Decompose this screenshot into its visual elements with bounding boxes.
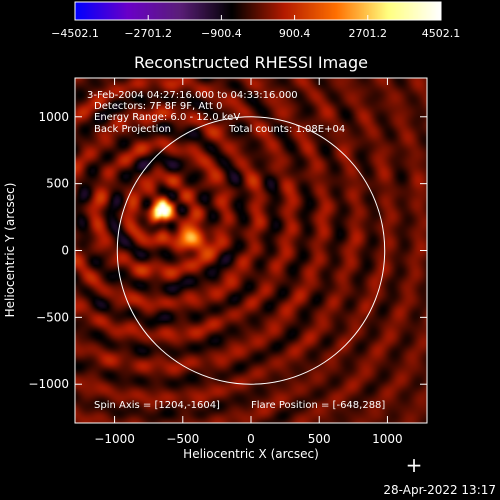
y-tick-label: 0 bbox=[61, 244, 69, 258]
plot-timestamp: 28-Apr-2022 13:17 bbox=[383, 483, 496, 497]
solar-limb-circle bbox=[116, 116, 386, 385]
annotation-detectors: Detectors: 7F 8F 9F, Att 0 bbox=[94, 101, 222, 112]
x-tick-label: −500 bbox=[166, 432, 199, 446]
annotation-flare-position: Flare Position = [-648,288] bbox=[251, 400, 385, 411]
y-tick-label: −1000 bbox=[28, 377, 69, 391]
x-tick-label: 1000 bbox=[372, 432, 403, 446]
x-tick-label: 500 bbox=[308, 432, 331, 446]
x-tick-label: 0 bbox=[247, 432, 255, 446]
y-axis-label: Heliocentric Y (arcsec) bbox=[3, 183, 17, 318]
colorbar-tick-label: 900.4 bbox=[279, 27, 311, 40]
x-tick-label: −1000 bbox=[94, 432, 135, 446]
y-tick-label: 500 bbox=[46, 177, 69, 191]
cursor-marker: + bbox=[406, 453, 423, 477]
annotations: 3-Feb-2004 04:27:16.000 to 04:33:16.000 … bbox=[87, 90, 385, 411]
axis-ticks: −1000 −500 0 500 1000 −1000 −500 0 500 1000 bbox=[28, 78, 427, 446]
colorbar: −4502.1 −2701.2 −900.4 900.4 2701.2 4502.1 bbox=[51, 1, 460, 40]
x-axis-label: Heliocentric X (arcsec) bbox=[183, 447, 319, 461]
colorbar-tick-label: 4502.1 bbox=[422, 27, 461, 40]
annotation-total-counts: Total counts: 1.08E+04 bbox=[228, 124, 345, 135]
heatmap-image bbox=[75, 78, 427, 423]
annotation-method: Back Projection bbox=[94, 124, 171, 135]
colorbar-tick-label: −900.4 bbox=[201, 27, 242, 40]
plot-area: −1000 −500 0 500 1000 −1000 −500 0 500 1000 bbox=[28, 77, 428, 446]
colorbar-gradient bbox=[75, 2, 441, 20]
annotation-time-range: 3-Feb-2004 04:27:16.000 to 04:33:16.000 bbox=[87, 90, 298, 101]
colorbar-tick-label: 2701.2 bbox=[349, 27, 388, 40]
annotation-energy: Energy Range: 6.0 - 12.0 keV bbox=[94, 112, 240, 123]
colorbar-ticks: −4502.1 −2701.2 −900.4 900.4 2701.2 4502.1 bbox=[51, 15, 460, 40]
colorbar-frame bbox=[74, 1, 442, 21]
y-tick-label: 1000 bbox=[38, 110, 69, 124]
y-tick-label: −500 bbox=[36, 310, 69, 324]
colorbar-tick-label: −2701.2 bbox=[124, 27, 172, 40]
annotation-spin-axis: Spin Axis = [1204,-1604] bbox=[94, 400, 220, 411]
colorbar-tick-label: −4502.1 bbox=[51, 27, 99, 40]
chart-title: Reconstructed RHESSI Image bbox=[134, 53, 368, 72]
